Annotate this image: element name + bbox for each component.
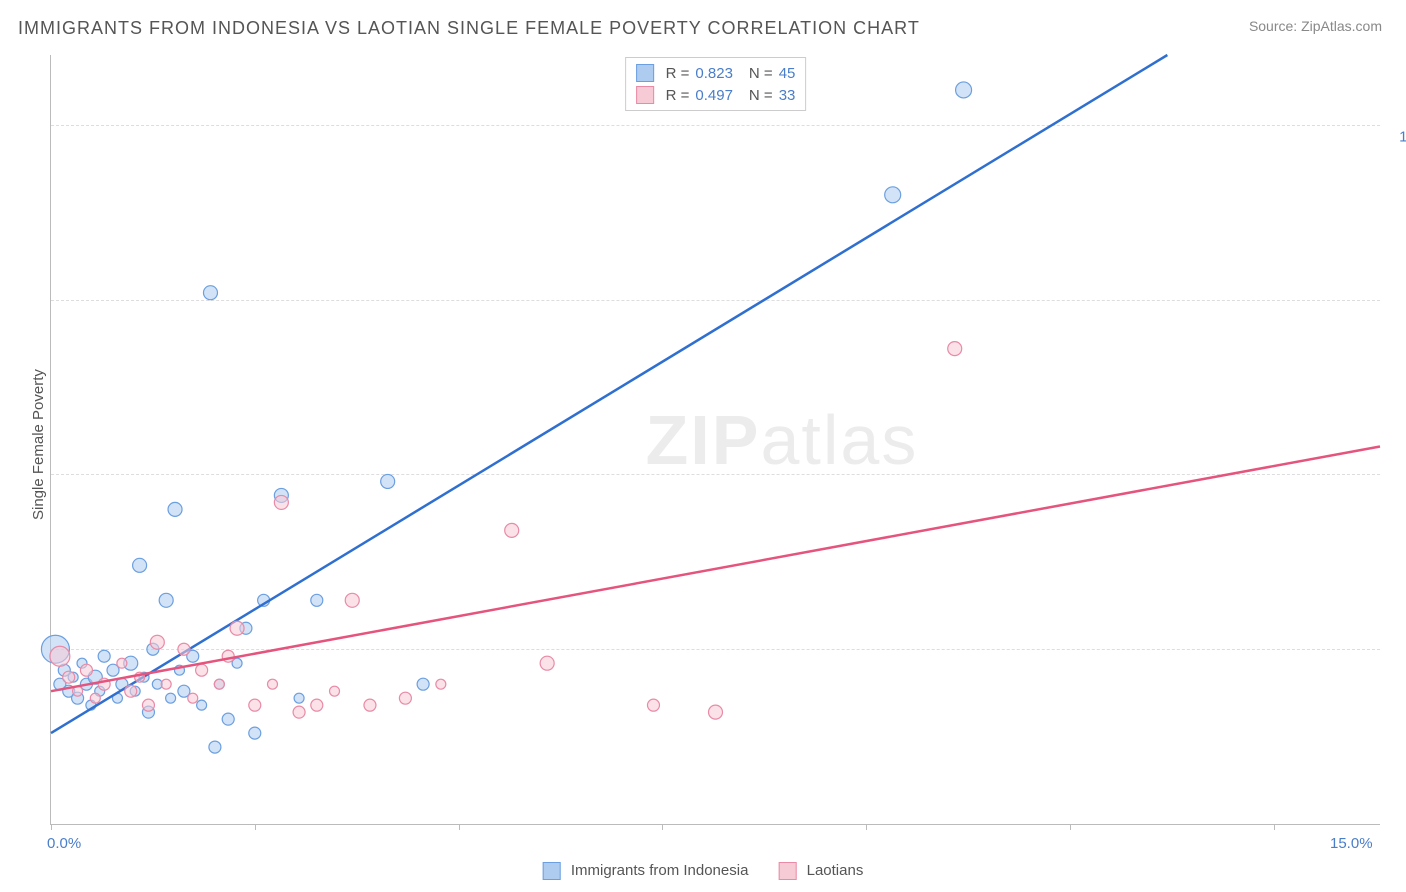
data-point xyxy=(885,187,901,203)
data-point xyxy=(209,741,221,753)
data-point xyxy=(168,502,182,516)
data-point xyxy=(948,342,962,356)
data-point xyxy=(196,664,208,676)
r-value-laotians: 0.497 xyxy=(695,87,733,104)
source-prefix: Source: xyxy=(1249,18,1301,34)
legend-row-indonesia: R = 0.823 N = 45 xyxy=(636,62,796,84)
source-attribution: Source: ZipAtlas.com xyxy=(1249,18,1382,34)
data-point xyxy=(417,678,429,690)
data-point xyxy=(311,594,323,606)
data-point xyxy=(294,693,304,703)
x-tick xyxy=(51,824,52,830)
x-tick-label: 0.0% xyxy=(47,835,81,852)
y-tick-label: 50.0% xyxy=(1390,478,1406,495)
data-point xyxy=(166,693,176,703)
legend-item-laotians: Laotians xyxy=(778,862,863,880)
data-point xyxy=(505,523,519,537)
data-point xyxy=(150,635,164,649)
x-tick xyxy=(866,824,867,830)
source-name: ZipAtlas.com xyxy=(1301,18,1382,34)
data-point xyxy=(249,727,261,739)
data-point xyxy=(133,558,147,572)
x-tick xyxy=(459,824,460,830)
plot-area: ZIPatlas R = 0.823 N = 45 R = 0.497 N = … xyxy=(50,55,1380,825)
swatch-indonesia-bottom xyxy=(543,862,561,880)
data-point xyxy=(214,679,224,689)
n-label: N = xyxy=(749,65,773,82)
data-point xyxy=(345,593,359,607)
x-tick xyxy=(255,824,256,830)
data-point xyxy=(293,706,305,718)
data-point xyxy=(230,621,244,635)
n-label: N = xyxy=(749,87,773,104)
r-label: R = xyxy=(666,87,690,104)
x-tick xyxy=(1070,824,1071,830)
swatch-laotians-bottom xyxy=(778,862,796,880)
data-point xyxy=(647,699,659,711)
legend-label-indonesia: Immigrants from Indonesia xyxy=(571,862,749,879)
data-point xyxy=(268,679,278,689)
data-point xyxy=(161,679,171,689)
y-tick-label: 25.0% xyxy=(1390,653,1406,670)
n-value-laotians: 33 xyxy=(779,87,796,104)
data-point xyxy=(117,658,127,668)
data-point xyxy=(330,686,340,696)
data-point xyxy=(50,646,70,666)
x-tick xyxy=(662,824,663,830)
data-point xyxy=(709,705,723,719)
data-point xyxy=(364,699,376,711)
data-point xyxy=(222,713,234,725)
data-point xyxy=(63,671,75,683)
data-point xyxy=(399,692,411,704)
data-point xyxy=(197,700,207,710)
y-tick-label: 100.0% xyxy=(1390,128,1406,145)
data-point xyxy=(125,685,137,697)
n-value-indonesia: 45 xyxy=(779,65,796,82)
data-point xyxy=(142,699,154,711)
chart-svg xyxy=(51,55,1380,824)
data-point xyxy=(274,495,288,509)
data-point xyxy=(381,474,395,488)
data-point xyxy=(203,286,217,300)
legend-label-laotians: Laotians xyxy=(807,862,864,879)
legend-row-laotians: R = 0.497 N = 33 xyxy=(636,84,796,106)
data-point xyxy=(436,679,446,689)
data-point xyxy=(249,699,261,711)
trendline xyxy=(51,55,1167,733)
data-point xyxy=(956,82,972,98)
y-tick-label: 75.0% xyxy=(1390,303,1406,320)
data-point xyxy=(311,699,323,711)
x-tick-label: 15.0% xyxy=(1330,835,1373,852)
legend-item-indonesia: Immigrants from Indonesia xyxy=(543,862,749,880)
data-point xyxy=(98,650,110,662)
trendline xyxy=(51,446,1380,691)
chart-title: IMMIGRANTS FROM INDONESIA VS LAOTIAN SIN… xyxy=(18,18,920,39)
data-point xyxy=(188,693,198,703)
swatch-laotians xyxy=(636,86,654,104)
data-point xyxy=(178,643,190,655)
swatch-indonesia xyxy=(636,64,654,82)
data-point xyxy=(159,593,173,607)
y-axis-label: Single Female Poverty xyxy=(30,369,47,520)
data-point xyxy=(80,664,92,676)
series-legend: Immigrants from Indonesia Laotians xyxy=(543,862,864,880)
correlation-legend: R = 0.823 N = 45 R = 0.497 N = 33 xyxy=(625,57,807,111)
data-point xyxy=(90,693,100,703)
x-tick xyxy=(1274,824,1275,830)
r-value-indonesia: 0.823 xyxy=(695,65,733,82)
data-point xyxy=(540,656,554,670)
r-label: R = xyxy=(666,65,690,82)
